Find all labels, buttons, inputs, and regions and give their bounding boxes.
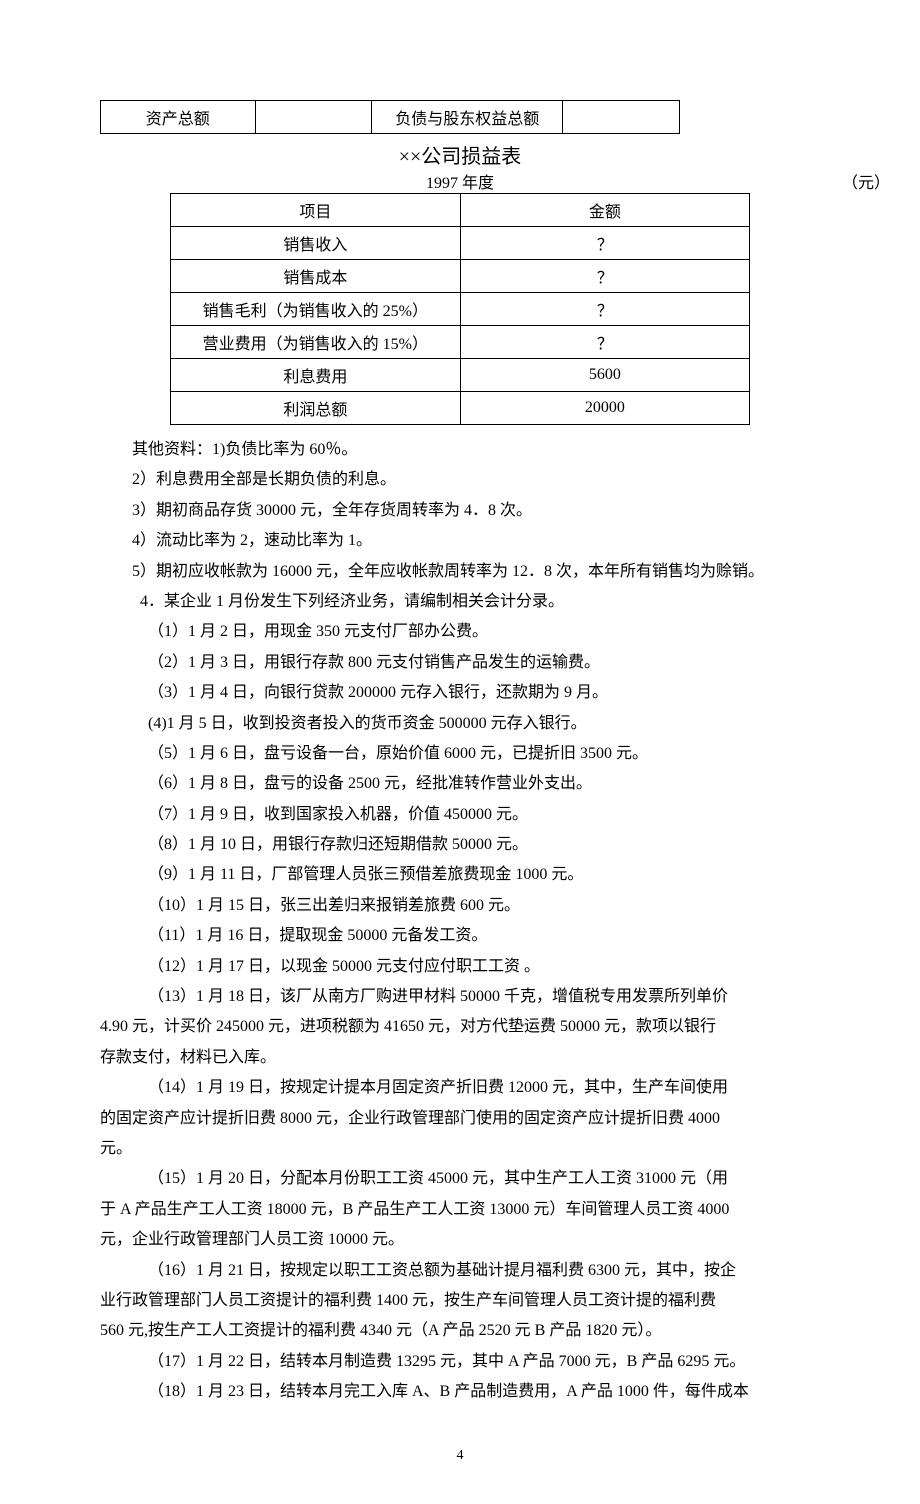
col-header-amount: 金额 — [460, 194, 749, 227]
para: （11）1 月 16 日，提取现金 50000 元备发工资。 — [100, 921, 820, 951]
item-cell: 销售成本 — [171, 260, 461, 293]
para: 其他资料：1)负债比率为 60％。 — [100, 435, 820, 465]
para: 3）期初商品存货 30000 元，全年存货周转率为 4．8 次。 — [100, 496, 820, 526]
para: 的固定资产应计提折旧费 8000 元，企业行政管理部门使用的固定资产应计提折旧费… — [100, 1104, 820, 1134]
para: （17）1 月 22 日，结转本月制造费 13295 元，其中 A 产品 700… — [100, 1347, 820, 1377]
para: 4．某企业 1 月份发生下列经济业务，请编制相关会计分录。 — [100, 587, 820, 617]
table-row: 销售毛利（为销售收入的 25%）？ — [171, 293, 750, 326]
para: 于 A 产品生产工人工资 18000 元，B 产品生产工人工资 13000 元）… — [100, 1195, 820, 1225]
item-cell: 销售毛利（为销售收入的 25%） — [171, 293, 461, 326]
para: 2）利息费用全部是长期负债的利息。 — [100, 465, 820, 495]
para: （7）1 月 9 日，收到国家投入机器，价值 450000 元。 — [100, 800, 820, 830]
para: （8）1 月 10 日，用银行存款归还短期借款 50000 元。 — [100, 830, 820, 860]
para: （2）1 月 3 日，用银行存款 800 元支付销售产品发生的运输费。 — [100, 648, 820, 678]
fiscal-year: 1997 年度 — [170, 169, 750, 193]
amount-cell: 20000 — [460, 392, 749, 425]
body-text: 其他资料：1)负债比率为 60％。 2）利息费用全部是长期负债的利息。 3）期初… — [100, 435, 820, 1408]
balance-table: 资产总额 负债与股东权益总额 — [100, 100, 680, 134]
table-row: 利息费用5600 — [171, 359, 750, 392]
para: （13）1 月 18 日，该厂从南方厂购进甲材料 50000 千克，增值税专用发… — [100, 982, 820, 1012]
table-row: 销售收入？ — [171, 227, 750, 260]
para: （16）1 月 21 日，按规定以职工工资总额为基础计提月福利费 6300 元，… — [100, 1256, 820, 1286]
item-cell: 营业费用（为销售收入的 15%） — [171, 326, 461, 359]
amount-cell: 5600 — [460, 359, 749, 392]
liab-equity-total-value — [563, 101, 680, 134]
para: （14）1 月 19 日，按规定计提本月固定资产折旧费 12000 元，其中，生… — [100, 1073, 820, 1103]
item-cell: 销售收入 — [171, 227, 461, 260]
para: （9）1 月 11 日，厂部管理人员张三预借差旅费现金 1000 元。 — [100, 860, 820, 890]
amount-cell: ？ — [460, 227, 749, 260]
para: 业行政管理部门人员工资提计的福利费 1400 元，按生产车间管理人员工资计提的福… — [100, 1286, 820, 1316]
assets-total-label: 资产总额 — [101, 101, 256, 134]
para: （5）1 月 6 日，盘亏设备一台，原始价值 6000 元，已提折旧 3500 … — [100, 739, 820, 769]
income-statement-title: ××公司损益表 — [100, 140, 820, 169]
para: （1）1 月 2 日，用现金 350 元支付厂部办公费。 — [100, 617, 820, 647]
income-statement-table: 项目 金额 销售收入？ 销售成本？ 销售毛利（为销售收入的 25%）？ 营业费用… — [170, 193, 750, 425]
table-row: 销售成本？ — [171, 260, 750, 293]
table-row: 利润总额20000 — [171, 392, 750, 425]
para: （15）1 月 20 日，分配本月份职工工资 45000 元，其中生产工人工资 … — [100, 1164, 820, 1194]
para: （12）1 月 17 日，以现金 50000 元支付应付职工工资 。 — [100, 952, 820, 982]
para: 5）期初应收帐款为 16000 元，全年应收帐款周转率为 12．8 次，本年所有… — [100, 557, 820, 587]
currency-unit: （元） — [842, 169, 890, 193]
para: 存款支付，材料已入库。 — [100, 1043, 820, 1073]
para: （18）1 月 23 日，结转本月完工入库 A、B 产品制造费用，A 产品 10… — [100, 1377, 820, 1407]
para: (4)1 月 5 日，收到投资者投入的货币资金 500000 元存入银行。 — [100, 709, 820, 739]
page-number: 4 — [100, 1448, 820, 1464]
para: 4.90 元，计买价 245000 元，进项税额为 41650 元，对方代垫运费… — [100, 1012, 820, 1042]
amount-cell: ？ — [460, 326, 749, 359]
col-header-item: 项目 — [171, 194, 461, 227]
table-row: 营业费用（为销售收入的 15%）？ — [171, 326, 750, 359]
para: 元。 — [100, 1134, 820, 1164]
liab-equity-total-label: 负债与股东权益总额 — [372, 101, 563, 134]
item-cell: 利息费用 — [171, 359, 461, 392]
para: （3）1 月 4 日，向银行贷款 200000 元存入银行，还款期为 9 月。 — [100, 678, 820, 708]
para: （10）1 月 15 日，张三出差归来报销差旅费 600 元。 — [100, 891, 820, 921]
item-cell: 利润总额 — [171, 392, 461, 425]
amount-cell: ？ — [460, 293, 749, 326]
para: 元，企业行政管理部门人员工资 10000 元。 — [100, 1225, 820, 1255]
para: （6）1 月 8 日，盘亏的设备 2500 元，经批准转作营业外支出。 — [100, 769, 820, 799]
amount-cell: ？ — [460, 260, 749, 293]
para: 4）流动比率为 2，速动比率为 1。 — [100, 526, 820, 556]
assets-total-value — [255, 101, 372, 134]
para: 560 元,按生产工人工资提计的福利费 4340 元（A 产品 2520 元 B… — [100, 1316, 820, 1346]
